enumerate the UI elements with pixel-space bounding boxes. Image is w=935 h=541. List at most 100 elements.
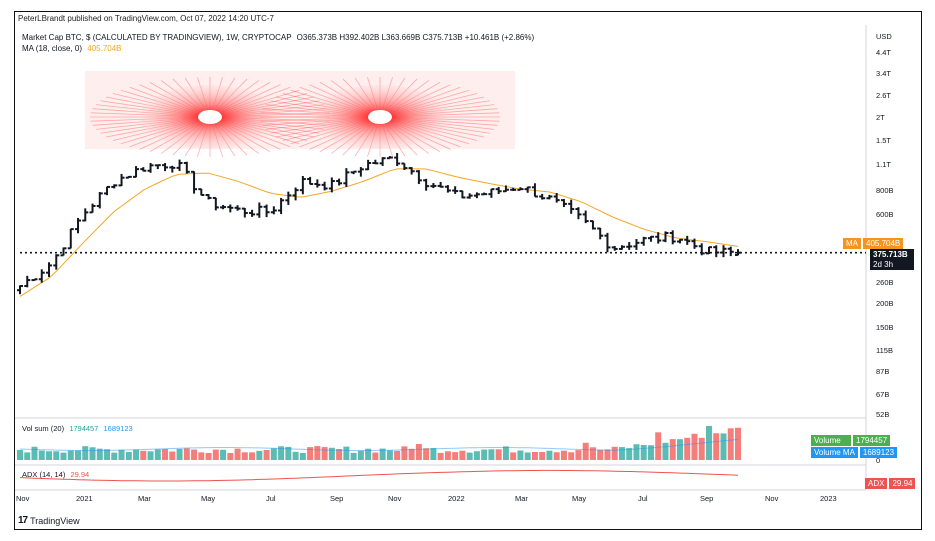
ohlc-bar [597,227,604,240]
price-tick: 67B [876,390,889,399]
volume-bar [205,452,212,460]
volume-bar [524,452,531,460]
ohlc-bar [684,235,691,245]
volume-bar [705,425,712,460]
price-tick: 4.4T [876,48,891,57]
ohlc-bar [227,204,234,213]
volume-bar [415,443,422,460]
volume-bar [437,452,444,460]
volume-legend[interactable]: Vol sum (20) 1794457 1689123 [22,424,133,433]
ohlc-bar [256,202,263,218]
ohlc-bar [89,203,96,214]
ohlc-bar [328,177,335,193]
ohlc-bar [415,170,422,185]
price-tick: 3.4T [876,69,891,78]
price-tick: 260B [876,278,894,287]
volume-bar [481,449,488,460]
ohlc-values: O365.373B H392.402B L363.669B C375.713B … [296,33,535,42]
volume-bar [67,450,74,460]
volume-bar [647,445,654,460]
volume-bar [611,446,618,460]
volume-ma-badge-label: Volume MA [811,447,858,458]
adx-badge: ADX 29.94 [865,478,921,489]
volume-bar [626,448,633,460]
time-axis[interactable]: Nov 2021 Mar May Jul Sep Nov 2022 Mar Ma… [16,494,837,503]
volume-bar [307,447,314,460]
ohlc-bar [517,187,524,191]
volume-bar [292,451,299,460]
volume-bar [539,451,546,460]
ohlc-bar [60,247,67,257]
volume-bar [597,449,604,460]
glow-burst [90,77,330,157]
volume-ma-badge: Volume MA 1689123 [811,447,921,458]
volume-bar [459,450,466,460]
ma-legend[interactable]: MA (18, close, 0) 405.704B [22,44,122,53]
ohlc-bar [24,275,31,288]
ohlc-bar [466,193,473,199]
ohlc-bar [263,204,270,218]
ohlc-bar [147,163,154,173]
volume-bar [430,448,437,460]
tradingview-brand[interactable]: 17 TradingView [18,515,80,526]
time-tick: May [572,494,586,503]
ohlc-bar [633,239,640,250]
volume-bar [125,451,132,460]
ohlc-bar [343,168,350,187]
ma-badge-label: MA [843,238,861,249]
volume-bar [604,449,611,460]
ohlc-bar [220,204,227,210]
volume-bar [684,437,691,460]
ohlc-bar [662,231,669,243]
volume-value-1: 1794457 [69,424,99,433]
volume-bar [169,451,176,460]
ohlc-bar [96,192,103,209]
ohlc-bar [553,193,560,203]
ohlc-bar [241,207,248,218]
ohlc-bar [568,199,575,214]
ohlc-bar [133,166,140,178]
price-tick: 52B [876,410,889,419]
volume-bar [582,442,589,460]
ohlc-bar [524,186,531,193]
ohlc-bar [408,167,415,175]
red-glow-decoration [85,71,515,157]
ohlc-bar [46,262,53,278]
symbol-legend[interactable]: Market Cap BTC, $ (CALCULATED BY TRADING… [22,33,534,42]
volume-bar [328,447,335,460]
ohlc-bar [539,193,546,200]
price-tick: 2.6T [876,91,891,100]
volume-bar [53,451,60,460]
ohlc-bar [169,165,176,173]
ohlc-bar [640,236,647,246]
price-tick: 115B [876,346,893,355]
time-tick: May [201,494,215,503]
time-tick: Nov [765,494,779,503]
volume-bar [60,452,67,460]
ma-value: 405.704B [87,44,122,53]
time-tick: Jul [638,494,648,503]
ohlc-bar [38,269,45,283]
ma-price-badge: MA 405.704B [843,238,921,249]
ohlc-bar [75,217,82,234]
ma-line-group [19,168,739,297]
ohlc-bar [307,176,314,185]
ohlc-bar [314,179,321,188]
volume-bar [140,450,147,460]
volume-bar [154,449,161,460]
adx-legend[interactable]: ADX (14, 14) 29.94 [22,470,89,479]
ohlc-bar [510,187,517,191]
ohlc-bar [154,164,161,170]
volume-bar [183,448,190,460]
volume-bar [510,452,517,460]
ohlc-bar [604,232,611,253]
price-tick: 87B [876,367,889,376]
price-tick: 1.5T [876,136,891,145]
price-axis[interactable]: USD 4.4T 3.4T 2.6T 2T 1.5T 1.1T 800B 600… [876,32,894,465]
price-tick: 200B [876,299,894,308]
ohlc-bar [713,245,720,258]
volume-bar [357,450,364,460]
ohlc-bar [618,245,625,250]
volume-bar [299,452,306,460]
